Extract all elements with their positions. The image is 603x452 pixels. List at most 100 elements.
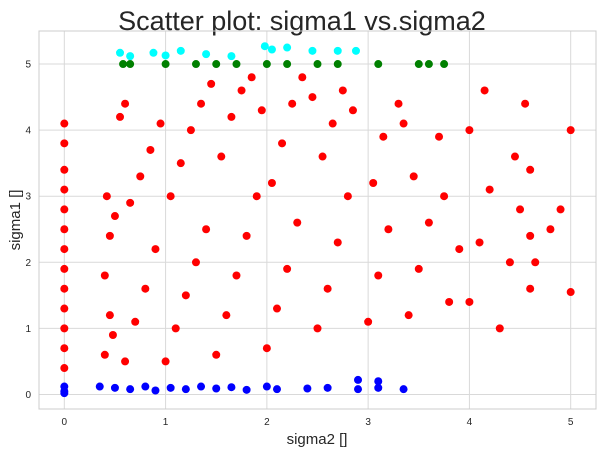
y-tick-label: 2 [25,258,31,269]
scatter-point [116,112,125,121]
scatter-point [227,112,236,121]
scatter-point [197,382,206,391]
scatter-point [126,385,135,394]
scatter-point [435,132,444,141]
scatter-point [237,86,246,95]
scatter-point [262,60,271,69]
scatter-point [374,383,383,392]
scatter-point [379,132,388,141]
scatter-point [232,60,241,69]
scatter-point [288,99,297,108]
scatter-point [121,99,130,108]
scatter-point [364,317,373,326]
scatter-point [141,284,150,293]
scatter-point [247,73,256,82]
scatter-point [121,357,130,366]
scatter-point [308,46,317,55]
scatter-point [516,205,525,214]
scatter-point [171,324,180,333]
scatter-point [283,264,292,273]
scatter-point [141,382,150,391]
scatter-point [60,304,69,313]
scatter-point [465,297,474,306]
scatter-point [333,238,342,247]
scatter-point [404,311,413,320]
scatter-point [232,271,241,280]
series-2 [119,60,449,69]
scatter-point [526,284,535,293]
scatter-point [526,165,535,174]
scatter-point [202,225,211,234]
scatter-point [126,198,135,207]
scatter-point [151,245,160,254]
scatter-point [100,271,109,280]
scatter-point [278,139,287,148]
scatter-point [212,60,221,69]
scatter-point [242,385,251,394]
scatter-point [480,86,489,95]
scatter-point [495,324,504,333]
scatter-point [440,60,449,69]
scatter-point [298,73,307,82]
scatter-point [191,60,200,69]
series-0 [60,73,575,373]
scatter-point [455,245,464,254]
scatter-point [414,60,423,69]
scatter-point [399,119,408,128]
scatter-point [475,238,484,247]
scatter-point [227,383,236,392]
y-tick-label: 5 [25,60,31,71]
scatter-point [328,119,337,128]
scatter-point [161,357,170,366]
scatter-point [338,86,347,95]
x-tick-label: 1 [163,417,169,428]
scatter-point [110,212,119,221]
chart-title: Scatter plot: sigma1 vs.sigma2 [118,6,486,36]
scatter-point [176,46,185,55]
scatter-point [242,231,251,240]
scatter-point [60,264,69,273]
scatter-point [424,60,433,69]
x-axis-ticks: 0 1 2 3 4 5 [62,417,574,428]
scatter-point [60,165,69,174]
scatter-point [546,225,555,234]
scatter-point [191,258,200,267]
scatter-point [566,126,575,135]
scatter-point [272,304,281,313]
scatter-point [105,311,114,320]
scatter-point [267,178,276,187]
scatter-point [465,126,474,135]
x-tick-label: 3 [365,417,371,428]
scatter-point [60,245,69,254]
y-tick-label: 4 [25,126,31,137]
scatter-point [374,60,383,69]
x-tick-label: 0 [62,417,68,428]
scatter-point [313,324,322,333]
scatter-point [260,42,269,51]
plot-frame [38,30,597,410]
scatter-point [333,46,342,55]
scatter-point [161,51,170,60]
scatter-point [60,205,69,214]
scatter-point [60,225,69,234]
y-tick-label: 3 [25,192,31,203]
scatter-point [166,192,175,201]
scatter-point [303,384,312,393]
scatter-point [202,50,211,59]
scatter-point [181,291,190,300]
scatter-point [348,106,357,115]
scatter-point [156,119,165,128]
scatter-point [181,385,190,394]
scatter-point [149,48,158,57]
scatter-point [60,364,69,373]
scatter-point [212,384,221,393]
scatter-point [108,330,117,339]
scatter-point [505,258,514,267]
scatter-point [351,46,360,55]
scatter-point [369,178,378,187]
x-tick-label: 5 [568,417,574,428]
scatter-point [105,231,114,240]
x-tick-label: 2 [264,417,270,428]
scatter-point [102,192,111,201]
